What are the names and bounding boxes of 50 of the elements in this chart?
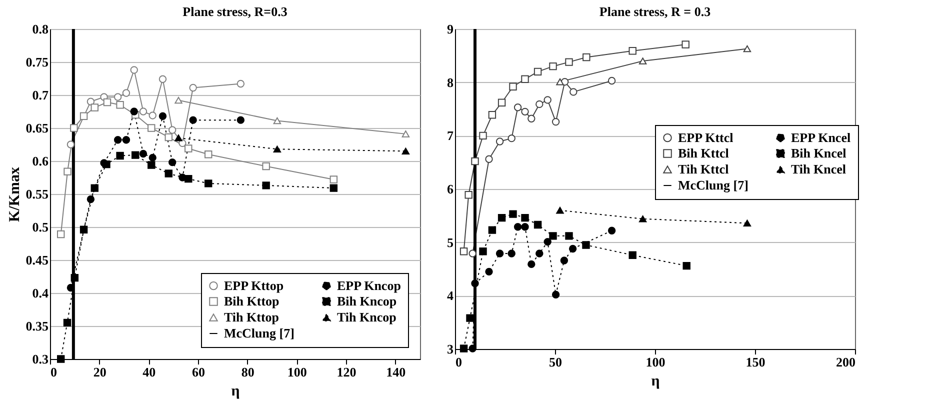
y-tick-label: 9 <box>447 22 454 36</box>
legend-label: Tih Kncop <box>337 310 396 324</box>
legend-label: EPP Kttcl <box>678 130 734 145</box>
legend-label: Bih Kttop <box>224 294 280 308</box>
chart-title: Plane stress, R=0.3 <box>182 4 288 19</box>
legend-label: Tih Kncel <box>791 162 846 176</box>
legend-label: EPP Kttop <box>224 278 284 293</box>
y-tick-label: 6 <box>447 182 454 196</box>
x-tick-label: 200 <box>836 354 856 370</box>
y-tick-label: 0.65 <box>26 120 49 136</box>
x-tick-label: 40 <box>142 364 156 380</box>
y-tick-label: 4 <box>447 288 454 304</box>
y-tick-label: 8 <box>447 74 454 90</box>
y-tick-label: 5 <box>447 234 454 250</box>
y-tick-label: 0.8 <box>32 22 49 36</box>
x-tick-label: 80 <box>241 364 254 380</box>
chart-title: Plane stress, R = 0.3 <box>599 4 712 19</box>
legend-label: Bih Kncel <box>791 146 847 160</box>
y-tick-label: 0.4 <box>32 286 49 300</box>
legend-label: EPP Kncop <box>337 278 401 293</box>
legend-label: Bih Kncop <box>337 294 397 308</box>
x-tick-label: 20 <box>93 364 106 380</box>
legend-label: EPP Kncel <box>791 130 851 145</box>
x-tick-label: 100 <box>287 364 307 380</box>
x-tick-label: 0 <box>50 364 57 380</box>
x-axis-title: η <box>231 384 240 400</box>
y-tick-label: 0.3 <box>32 352 49 366</box>
y-tick-label: 3 <box>447 342 454 356</box>
y-tick-label: 0.5 <box>32 220 49 234</box>
legend-label: McClung [7] <box>678 178 748 192</box>
x-tick-label: 140 <box>386 364 406 380</box>
legend-label: Tih Kttcl <box>678 162 730 176</box>
x-tick-label: 100 <box>646 354 666 370</box>
y-tick-label: 0.7 <box>32 88 49 102</box>
x-axis-title: η <box>651 374 660 390</box>
y-axis-title: K/Kmax <box>6 166 23 222</box>
x-tick-label: 50 <box>549 354 562 370</box>
legend-label: Tih Kttop <box>224 310 280 324</box>
y-tick-label: 0.55 <box>26 186 49 202</box>
x-tick-label: 0 <box>456 354 462 370</box>
y-tick-label: 0.75 <box>26 54 49 70</box>
x-tick-label: 60 <box>192 364 205 380</box>
y-tick-label: 0.6 <box>32 154 49 168</box>
legend-label: Bih Kttcl <box>678 146 730 160</box>
y-tick-label: 0.45 <box>26 252 49 268</box>
x-tick-label: 150 <box>746 354 766 370</box>
y-tick-label: 0.35 <box>26 318 49 334</box>
y-tick-label: 7 <box>447 128 454 144</box>
x-tick-label: 120 <box>336 364 356 380</box>
legend-label: McClung [7] <box>224 326 294 340</box>
